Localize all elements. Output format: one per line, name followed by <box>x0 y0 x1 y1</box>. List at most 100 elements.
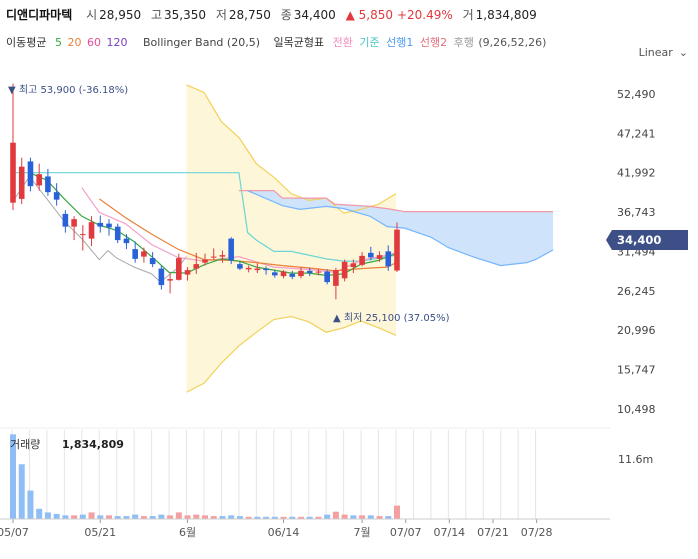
x-axis-tick-label: 07/07 <box>390 526 422 539</box>
open-label: 시 <box>86 8 98 22</box>
volume-bars <box>10 434 400 519</box>
volume-bar <box>18 464 25 519</box>
volume-bar <box>236 516 243 519</box>
ma60-legend[interactable]: 60 <box>86 36 101 49</box>
volume-bar <box>367 515 374 519</box>
volume-bar <box>280 516 287 519</box>
volume-bar <box>393 505 400 519</box>
volume-bar <box>97 515 104 519</box>
ich-lag-legend[interactable]: 후행 <box>453 36 474 49</box>
candle-body <box>18 166 25 199</box>
volume-bar <box>228 515 235 519</box>
candle-body <box>149 258 156 265</box>
candle-body <box>263 268 269 271</box>
chart-background <box>186 84 554 393</box>
candle-body <box>36 174 42 186</box>
high-value: 35,350 <box>164 8 206 22</box>
high-label: 고 <box>150 8 162 22</box>
chevron-down-icon: ⌄ <box>678 46 688 59</box>
x-axis-tick-label: 05/21 <box>84 526 116 539</box>
volume-bar <box>306 516 313 519</box>
ichimoku-lead2-line <box>238 190 554 213</box>
candle-body <box>71 219 77 227</box>
ich-conv-legend[interactable]: 전환 <box>332 36 353 49</box>
bollinger-lower-line <box>186 315 397 393</box>
y-axis-tick-label: 15,747 <box>617 363 656 376</box>
close-label: 종 <box>280 8 292 22</box>
candle-body <box>202 259 208 263</box>
bollinger-fill <box>186 84 396 393</box>
candle-body <box>280 271 287 277</box>
candle-body <box>141 251 147 257</box>
volume-bar <box>132 514 139 519</box>
volume-bar <box>27 490 34 519</box>
volume-bar <box>10 434 16 519</box>
volume-bar <box>175 512 182 519</box>
volume-bar <box>71 515 78 519</box>
candle-body <box>376 255 383 259</box>
candle-body <box>333 270 339 286</box>
ichimoku-cloud <box>238 190 554 266</box>
volume-label: 거 <box>462 8 474 22</box>
volume-bar <box>201 515 208 519</box>
volume-bar <box>114 516 121 519</box>
low-annotation: ▲ 최저 25,100 (37.05%) <box>333 312 450 324</box>
volume-bar <box>263 516 270 519</box>
volume-bar <box>123 516 130 519</box>
candle-body <box>132 249 138 259</box>
candle-body <box>184 270 191 275</box>
candle-body <box>88 222 95 239</box>
candle-body <box>298 270 304 277</box>
candle-body <box>106 223 112 228</box>
volume-bar <box>167 515 174 519</box>
candle-body <box>62 213 69 227</box>
candle-body <box>10 142 16 203</box>
low-label: 저 <box>215 8 227 22</box>
volume-bar <box>359 515 366 519</box>
y-axis-tick-label: 36,743 <box>617 206 656 219</box>
ich-params: (9,26,52,26) <box>478 36 547 49</box>
high-annotation: ▼ 최고 53,900 (-36.18%) <box>8 84 128 96</box>
x-axis-tick-label: 6월 <box>179 526 196 539</box>
bollinger-upper-line <box>186 84 397 214</box>
annotations: ▼ 최고 53,900 (-36.18%) ▲ 최저 25,100 (37.05… <box>8 84 653 466</box>
volume-bar <box>376 516 383 519</box>
volume-bar <box>88 512 95 519</box>
candle-body <box>272 272 278 276</box>
volume-bar <box>350 515 357 519</box>
candle-body <box>341 261 348 279</box>
ma120-legend[interactable]: 120 <box>106 36 128 49</box>
open-value: 28,950 <box>99 8 142 22</box>
ma-label[interactable]: 이동평균 <box>6 36 47 49</box>
candle-body <box>289 273 296 277</box>
ma20-legend[interactable]: 20 <box>67 36 82 49</box>
volume-bar <box>79 514 86 519</box>
volume-bar <box>149 516 156 519</box>
y-axis-tick-label: 10,498 <box>617 403 656 416</box>
candle-body <box>97 222 104 227</box>
axes: 52,49047,24141,99236,74331,49426,24520,9… <box>0 88 656 539</box>
volume-bar <box>315 516 322 519</box>
x-axis-tick-label: 05/07 <box>0 526 29 539</box>
ich-base-legend[interactable]: 기준 <box>359 36 380 49</box>
stock-name: 디앤디파마텍 <box>6 8 73 22</box>
ich-lead2-legend[interactable]: 선행2 <box>419 36 448 49</box>
volume-bar <box>36 508 43 519</box>
ich-lead1-legend[interactable]: 선행1 <box>386 36 414 49</box>
ichimoku-lag-line <box>11 175 187 283</box>
candle-body <box>27 161 34 187</box>
scale-dropdown[interactable]: Linear ⌄ <box>639 46 688 59</box>
bollinger-legend[interactable]: Bollinger Band (20,5) <box>142 36 260 49</box>
volume-bar <box>62 515 69 519</box>
candle-body <box>219 255 226 257</box>
candle-body <box>350 263 357 268</box>
ichimoku-label[interactable]: 일목균형표 <box>273 36 325 49</box>
close-value: 34,400 <box>293 8 336 22</box>
ma5-legend[interactable]: 5 <box>54 36 62 49</box>
y-axis-tick-label: 26,245 <box>617 285 656 298</box>
volume-bar <box>324 514 331 519</box>
candle-body <box>158 268 165 286</box>
volume-axis-label: 11.6m <box>618 453 653 466</box>
y-axis-tick-label: 41,992 <box>617 167 656 180</box>
